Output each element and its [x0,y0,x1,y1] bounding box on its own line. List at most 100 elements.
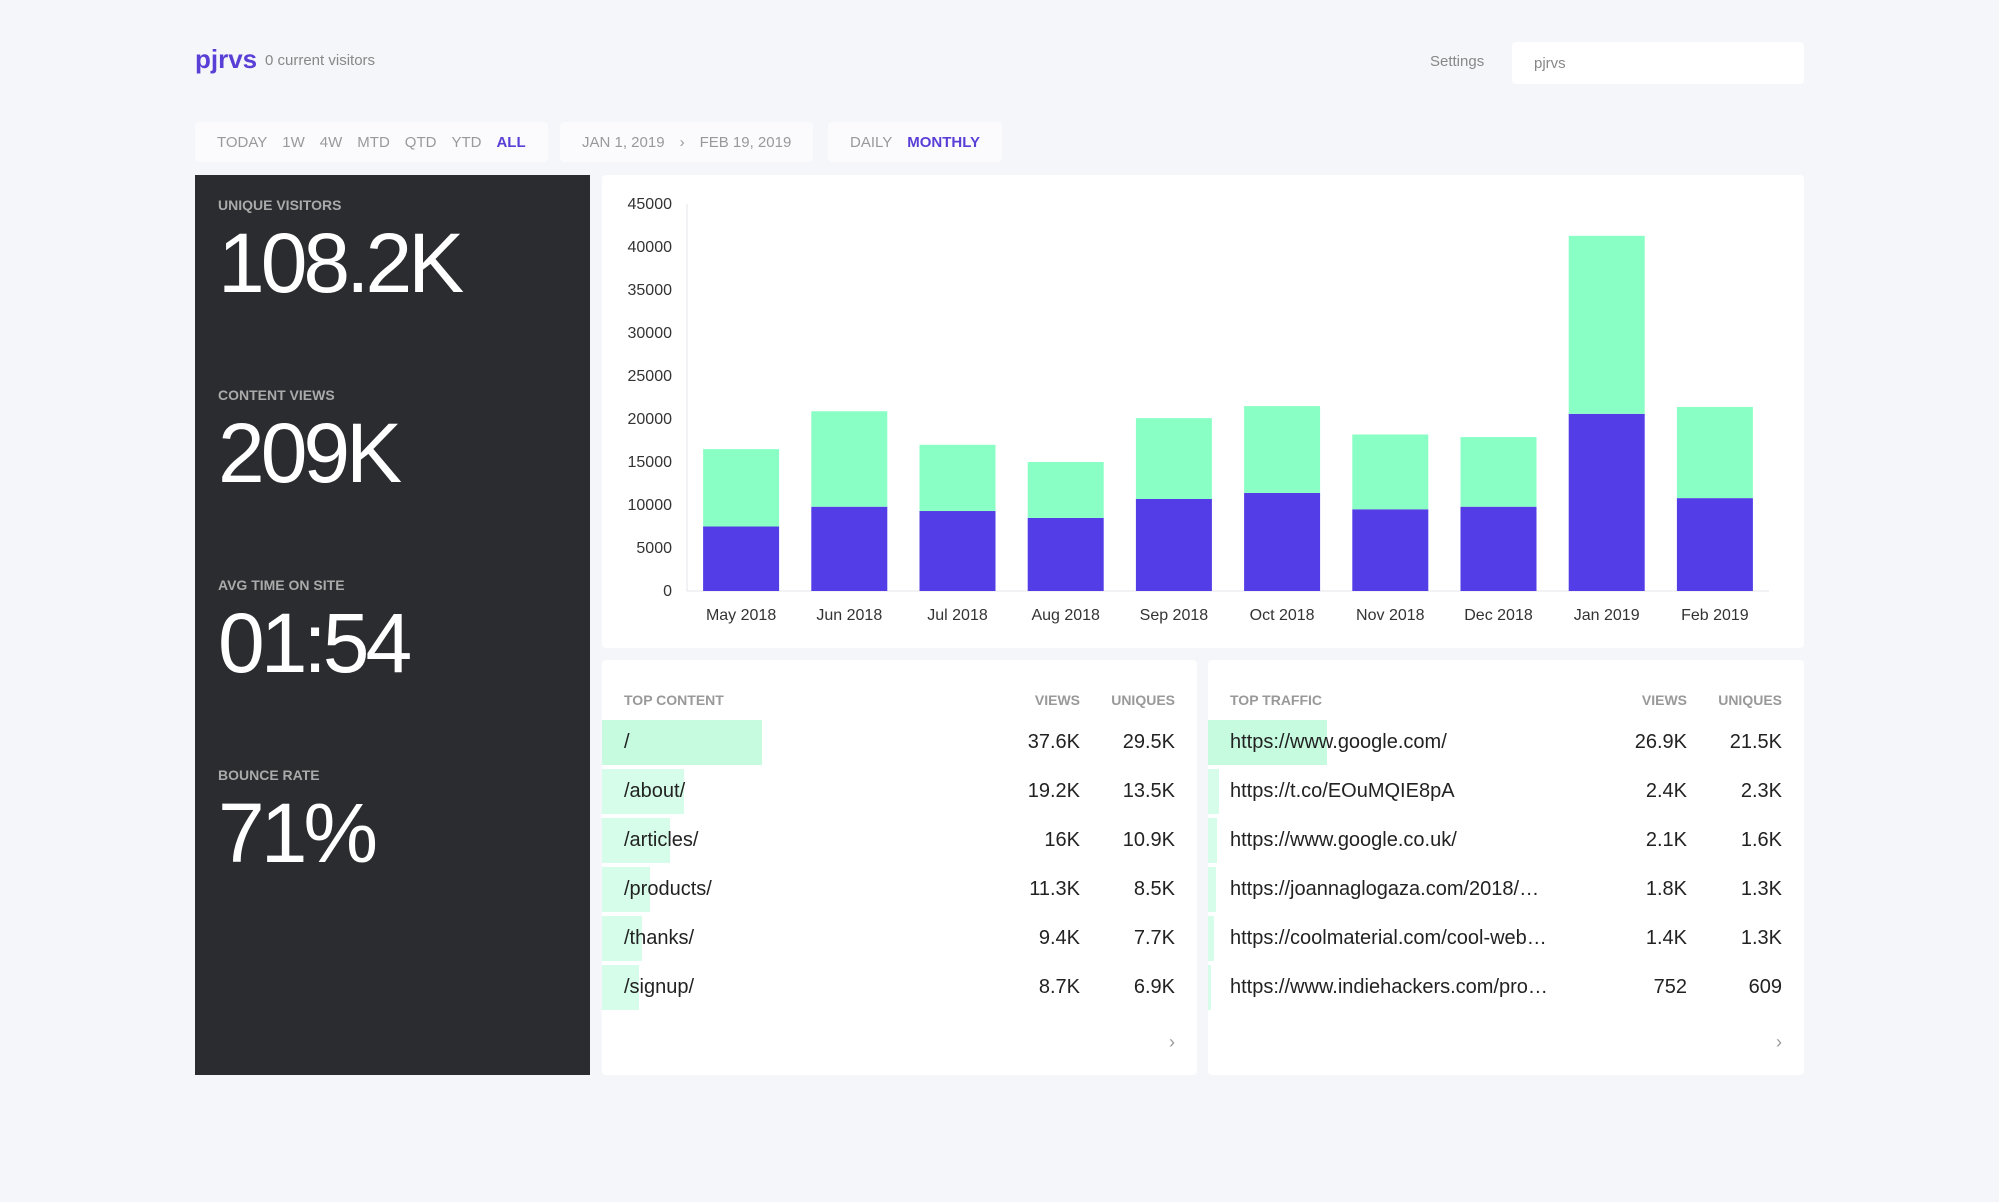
bar-segment[interactable] [1460,437,1537,507]
bar-segment[interactable] [1027,462,1104,518]
row-uniques: 1.6K [1740,829,1782,851]
x-tick-label: Aug 2018 [1031,607,1100,624]
bar-segment[interactable] [1135,498,1212,591]
bar-segment[interactable] [1568,413,1645,591]
table-row[interactable]: https://joannaglogaza.com/2018/… 1.8K 1.3K [1208,865,1804,914]
row-views: 1.8K [1645,878,1687,900]
x-tick-label: Jun 2018 [816,607,882,624]
row-name[interactable]: https://coolmaterial.com/cool-web… [1230,927,1547,949]
row-uniques: 609 [1748,976,1782,998]
site-logo[interactable]: pjrvs [195,44,258,74]
table-row[interactable]: /articles/16K 10.9K [602,816,1197,865]
table-row[interactable]: https://www.google.com/26.9K 21.5K [1208,718,1804,767]
row-name[interactable]: /articles/ [624,829,699,851]
visits-chart: 0 5000 10000 15000 20000 25000 30000 35000 40000… [628,196,1769,624]
top-traffic-table: TOP TRAFFIC VIEWS UNIQUES https://www.googl… [1208,660,1804,1075]
stat-content-views: CONTENT VIEWS 209K [218,387,567,575]
table-row[interactable]: /products/11.3K 8.5K [602,865,1197,914]
row-name[interactable]: /signup/ [624,976,695,998]
date-range[interactable]: JAN 1, 2019 › FEB 19, 2019 [560,122,814,162]
range-ytd[interactable]: YTD [451,133,482,151]
x-tick-label: Feb 2019 [1681,607,1749,624]
stat-unique-visitors: UNIQUE VISITORS 108.2K [218,197,567,385]
range-qtd[interactable]: QTD [404,133,437,151]
x-tick-label: Dec 2018 [1464,607,1533,624]
range-today[interactable]: TODAY [217,133,268,151]
bar-segment[interactable] [919,511,996,591]
range-all[interactable]: ALL [496,133,526,151]
row-name[interactable]: https://www.indiehackers.com/pro… [1230,976,1548,998]
bar-segment[interactable] [703,526,780,592]
column-views: VIEWS [1034,692,1080,708]
views-bar [1208,818,1218,863]
bar-segment[interactable] [1352,509,1429,591]
interval-monthly[interactable]: MONTHLY [907,133,981,151]
bar-segment[interactable] [1676,498,1753,591]
row-uniques: 8.5K [1133,878,1175,900]
bar-segment[interactable] [1676,406,1753,499]
bar-segment[interactable] [1027,517,1104,591]
y-tick-label: 35000 [628,282,673,299]
row-name[interactable]: https://www.google.co.uk/ [1230,829,1457,851]
bar-segment[interactable] [1460,506,1537,591]
row-views: 752 [1653,976,1687,998]
x-tick-label: Jan 2019 [1574,607,1640,624]
table-row[interactable]: /thanks/9.4K 7.7K [602,914,1197,963]
bar-segment[interactable] [703,449,780,527]
bar-segment[interactable] [1352,434,1429,510]
row-views: 11.3K [1029,878,1080,900]
row-views: 8.7K [1038,976,1080,998]
table-row[interactable]: /signup/8.7K 6.9K [602,963,1197,1012]
row-name[interactable]: /thanks/ [624,927,695,949]
next-page-button[interactable]: › [1169,1032,1175,1052]
row-name[interactable]: https://t.co/EOuMQIE8pA [1230,780,1455,802]
row-uniques: 2.3K [1740,780,1782,802]
row-name[interactable]: https://joannaglogaza.com/2018/… [1230,878,1540,900]
range-mtd[interactable]: MTD [357,133,390,151]
table-row[interactable]: https://coolmaterial.com/cool-web… 1.4K 1.… [1208,914,1804,963]
bar-segment[interactable] [1244,492,1321,591]
bar-segment[interactable] [811,506,888,591]
range-selector: TODAY 1W 4W MTD QTD YTD ALL [195,122,548,162]
views-bar [1208,720,1327,765]
bar-segment[interactable] [919,444,996,512]
views-bar [602,769,684,814]
table-row[interactable]: / 37.6K 29.5K [602,718,1197,767]
table-row[interactable]: /about/19.2K 13.5K [602,767,1197,816]
range-1w[interactable]: 1W [282,133,305,151]
table-row[interactable]: https://www.indiehackers.com/pro… 752 609 [1208,963,1804,1012]
stat-label: CONTENT VIEWS [218,387,335,403]
row-views: 2.4K [1645,780,1687,802]
y-tick-label: 10000 [628,497,673,514]
site-select-input[interactable] [1512,42,1804,84]
views-bar [602,965,640,1010]
stats-panel: UNIQUE VISITORS 108.2K CONTENT VIEWS 209K … [195,175,590,1075]
visits-chart-card: 0 5000 10000 15000 20000 25000 30000 35000 40000… [602,175,1804,648]
settings-link[interactable]: Settings [1430,53,1485,70]
interval-daily[interactable]: DAILY [850,133,893,151]
bar-segment[interactable] [1244,406,1321,493]
row-views: 19.2K [1027,780,1080,802]
table-row[interactable]: https://t.co/EOuMQIE8pA 2.4K 2.3K [1208,767,1804,816]
row-uniques: 29.5K [1122,731,1175,753]
stat-avg-time: AVG TIME ON SITE 01:54 [218,577,567,765]
stat-value: 209K [218,406,402,500]
table-header: TOP TRAFFIC VIEWS UNIQUES [1208,660,1804,718]
row-name[interactable]: https://www.google.com/ [1230,731,1447,753]
bar-segment[interactable] [811,411,888,507]
range-4w[interactable]: 4W [319,133,343,151]
next-page-button[interactable]: › [1776,1032,1782,1052]
row-name[interactable]: / [624,731,630,753]
x-tick-label: May 2018 [706,607,776,624]
start-date[interactable]: JAN 1, 2019 [582,133,665,151]
views-bar [1208,867,1216,912]
table-row[interactable]: https://www.google.co.uk/2.1K 1.6K [1208,816,1804,865]
bar-segment[interactable] [1568,235,1645,414]
y-tick-label: 45000 [628,196,673,213]
row-name[interactable]: /products/ [624,878,712,900]
bar-segment[interactable] [1135,418,1212,499]
row-uniques: 1.3K [1740,927,1782,949]
row-views: 16K [1044,829,1080,851]
row-name[interactable]: /about/ [624,780,686,802]
end-date[interactable]: FEB 19, 2019 [699,133,792,151]
